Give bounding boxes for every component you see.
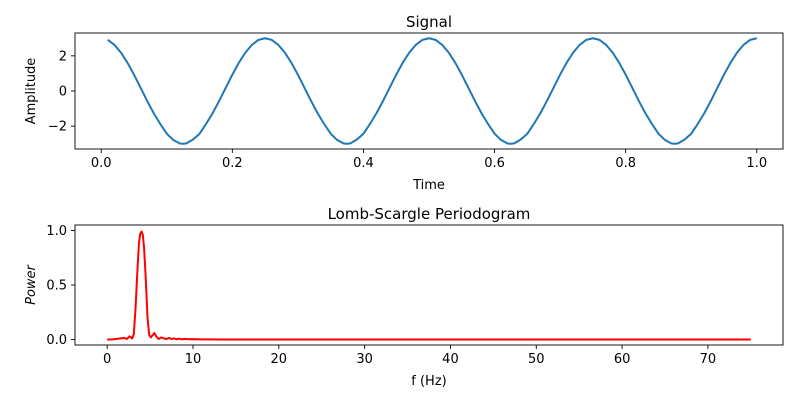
signal-x-tick-label: 0.6	[484, 156, 505, 171]
signal-chart-title: Signal	[406, 13, 452, 31]
periodogram-chart-title: Lomb-Scargle Periodogram	[328, 205, 531, 223]
signal-x-axis-label: Time	[412, 178, 445, 193]
signal-x-tick-label: 0.8	[615, 156, 636, 171]
periodogram-y-axis-label: Power	[24, 263, 39, 304]
periodogram-y-tick-label: 1.0	[46, 224, 67, 239]
signal-x-tick-label: 0.2	[222, 156, 243, 171]
signal-x-tick-label: 0.0	[91, 156, 112, 171]
periodogram-chart: Lomb-Scargle Periodogram 0 10 20 30 40 50 60 70…	[24, 205, 784, 389]
signal-y-axis: −2 0 2	[48, 49, 75, 135]
periodogram-x-tick-label: 30	[356, 352, 373, 367]
periodogram-x-tick-label: 70	[700, 352, 717, 367]
periodogram-x-tick-label: 40	[442, 352, 459, 367]
signal-y-tick-label: 2	[59, 49, 67, 64]
periodogram-x-tick-label: 0	[103, 352, 111, 367]
signal-y-tick-label: −2	[48, 120, 67, 135]
signal-x-tick-label: 0.4	[353, 156, 374, 171]
periodogram-x-tick-label: 10	[185, 352, 202, 367]
periodogram-y-tick-label: 0.0	[46, 333, 67, 348]
signal-chart: Signal 0.0 0.2 0.4 0.6 0.8 1.0 −2 0 2 Time Ampl…	[24, 13, 784, 193]
periodogram-x-axis: 0 10 20 30 40 50 60 70	[103, 345, 716, 367]
signal-x-tick-label: 1.0	[746, 156, 767, 171]
periodogram-x-tick-label: 60	[614, 352, 631, 367]
periodogram-x-tick-label: 20	[271, 352, 288, 367]
signal-y-axis-label: Amplitude	[24, 58, 39, 125]
signal-series-line	[107, 37, 758, 145]
signal-x-axis: 0.0 0.2 0.4 0.6 0.8 1.0	[91, 149, 767, 171]
signal-y-tick-label: 0	[59, 85, 67, 100]
signal-plot-area	[107, 37, 758, 145]
periodogram-plot-area	[107, 230, 751, 341]
periodogram-x-axis-label: f (Hz)	[411, 374, 446, 389]
periodogram-x-tick-label: 50	[528, 352, 545, 367]
periodogram-y-axis: 0.0 0.5 1.0	[46, 224, 75, 348]
periodogram-series-line	[107, 230, 751, 341]
periodogram-y-tick-label: 0.5	[46, 279, 67, 294]
